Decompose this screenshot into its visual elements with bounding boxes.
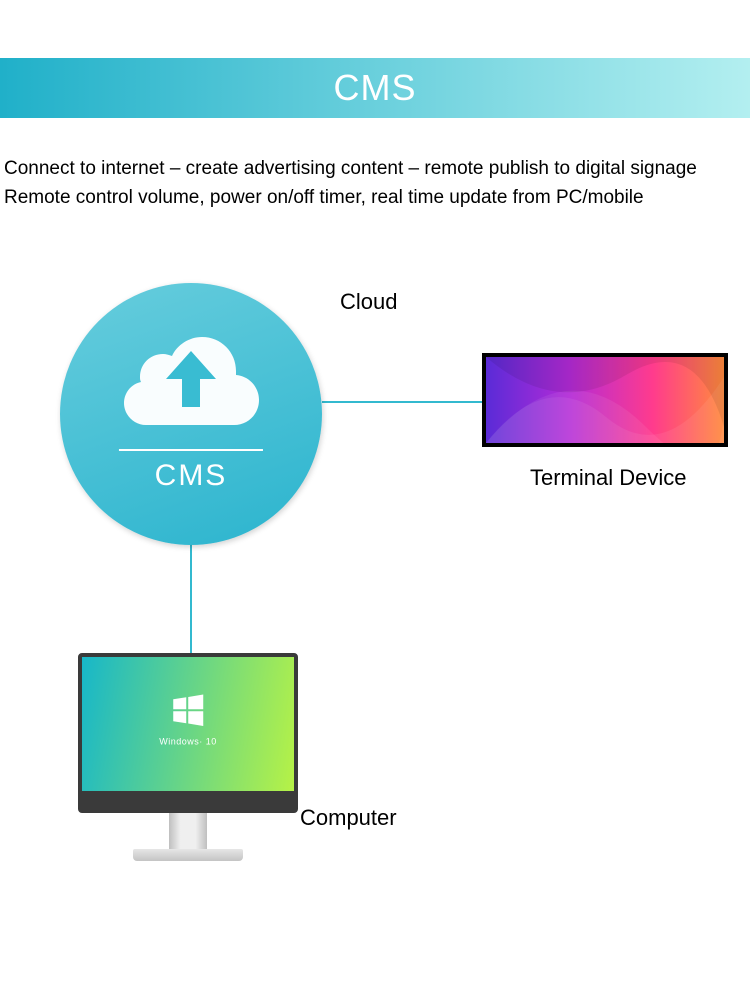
node-terminal	[482, 353, 728, 447]
cloud-upload-icon	[116, 321, 266, 431]
edge-cms-computer	[190, 545, 192, 653]
node-cms: CMS	[60, 283, 322, 545]
label-computer: Computer	[300, 805, 397, 831]
description-line-2: Remote control volume, power on/off time…	[4, 183, 746, 212]
computer-monitor: Windows· 10	[78, 653, 298, 813]
windows-icon	[171, 693, 205, 727]
computer-os-text: Windows· 10	[159, 736, 217, 746]
computer-stand-neck	[169, 813, 207, 851]
label-terminal-device: Terminal Device	[530, 465, 687, 491]
header-title: CMS	[334, 67, 417, 109]
description-block: Connect to internet – create advertising…	[0, 154, 750, 213]
edge-cms-terminal	[322, 401, 482, 403]
node-cms-inside-label: CMS	[60, 459, 322, 493]
computer-stand-base	[133, 849, 243, 861]
node-cms-rule	[119, 449, 263, 451]
node-computer: Windows· 10	[78, 653, 298, 861]
description-line-1: Connect to internet – create advertising…	[4, 154, 746, 183]
diagram-stage: CMS Cloud Terminal Dev	[0, 253, 750, 893]
header-bar: CMS	[0, 58, 750, 118]
node-cms-fill: CMS	[60, 283, 322, 545]
windows-logo-block: Windows· 10	[159, 693, 217, 746]
node-terminal-screen	[486, 357, 724, 443]
label-cloud: Cloud	[340, 289, 397, 315]
